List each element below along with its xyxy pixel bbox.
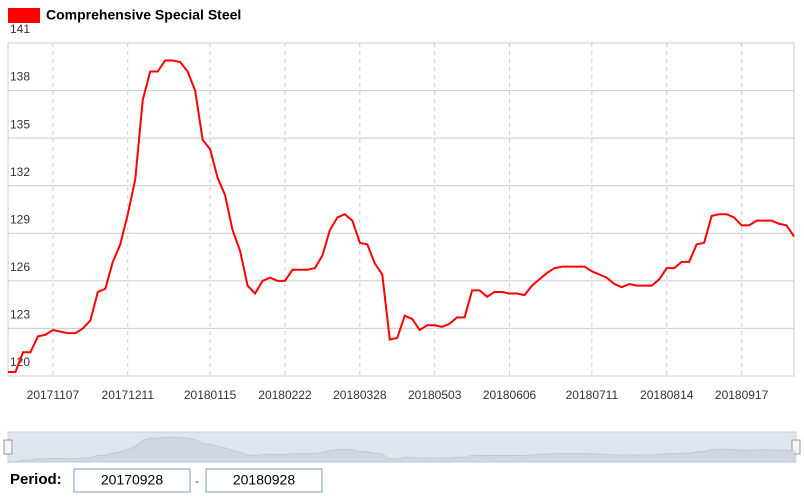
x-tick-label: 20180606 <box>483 388 537 402</box>
x-tick-label: 20180328 <box>333 388 387 402</box>
line <box>8 59 795 374</box>
legend-swatch <box>8 8 40 23</box>
y-tick-label: 138 <box>10 70 30 84</box>
x-tick-label: 20180503 <box>408 388 462 402</box>
x-tick-label: 20180814 <box>640 388 694 402</box>
start-date-input[interactable] <box>73 468 191 493</box>
y-tick-label: 132 <box>10 165 30 179</box>
start-date[interactable]: 20170928 <box>101 472 164 488</box>
navigator-handle[interactable] <box>791 439 801 455</box>
end-date[interactable]: 20180928 <box>233 472 296 488</box>
x-tick-label: 20180711 <box>566 388 619 402</box>
x-tick-label: 20171107 <box>27 388 80 402</box>
x-tick-label: 20171211 <box>102 388 155 402</box>
end-date-input[interactable] <box>205 468 323 493</box>
y-tick-label: 123 <box>10 308 30 322</box>
separator: - <box>195 474 199 488</box>
navigator-handle[interactable] <box>3 439 13 455</box>
y-tick-label: 126 <box>10 260 30 274</box>
x-tick-label: 20180115 <box>184 388 237 402</box>
navigator-area <box>7 436 795 463</box>
x-tick-label: 20180222 <box>258 388 312 402</box>
y-tick-label: 141 <box>10 22 30 36</box>
y-tick-label: 135 <box>10 117 30 131</box>
y-tick-label: 129 <box>10 212 30 226</box>
legend-label: Comprehensive Special Steel <box>46 7 241 23</box>
period-label: Period: <box>10 471 62 488</box>
x-tick-label: 20180917 <box>715 388 769 402</box>
